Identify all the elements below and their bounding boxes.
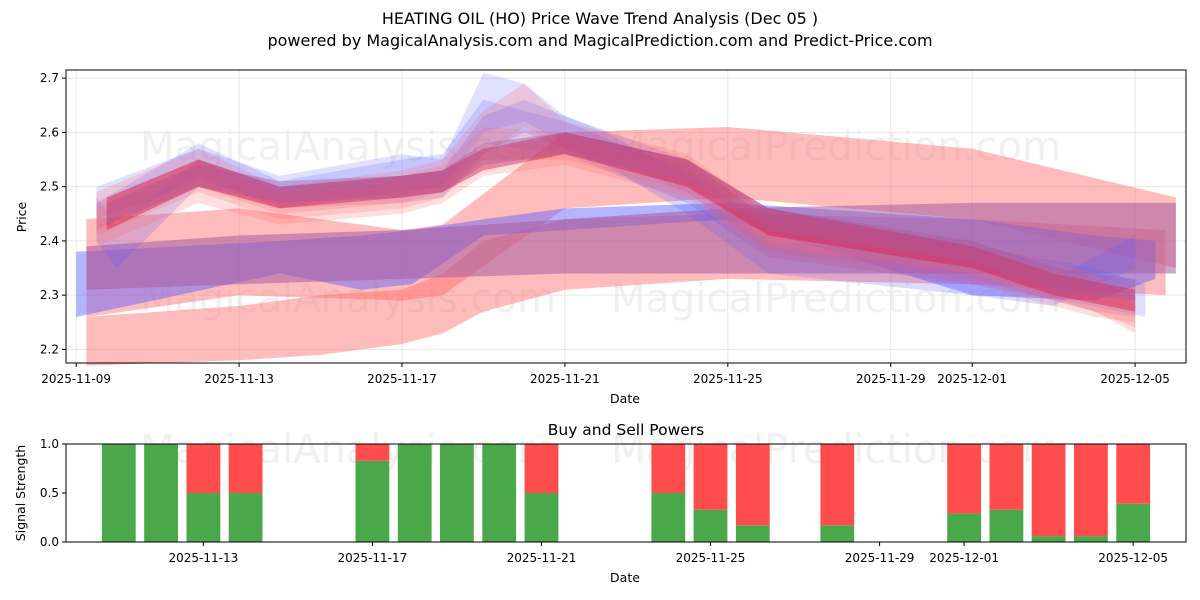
buy-power-bar: [228, 493, 263, 542]
buy-power-bar: [1074, 536, 1108, 542]
sell-power-bar: [186, 444, 221, 493]
power-x-tick-label: 2025-11-29: [845, 551, 915, 565]
sell-power-bar: [524, 444, 559, 493]
price-y-tick-label: 2.3: [40, 288, 59, 302]
chart-subtitle: powered by MagicalAnalysis.com and Magic…: [267, 31, 933, 50]
price-x-tick-label: 2025-11-17: [367, 372, 437, 386]
power-x-tick-label: 2025-12-05: [1098, 551, 1168, 565]
power-x-tick-label: 2025-11-13: [168, 551, 238, 565]
buy-power-bar: [651, 493, 686, 542]
price-band-wave-red-1: [96, 83, 1136, 328]
sell-power-bar: [693, 444, 728, 510]
buy-power-bar: [482, 444, 517, 542]
price-x-tick-label: 2025-11-13: [204, 372, 274, 386]
sell-power-bar: [989, 444, 1024, 510]
buy-power-bar: [524, 493, 559, 542]
price-band-wave-blue-2: [96, 99, 1136, 306]
buy-sell-power-chart: MagicalAnalysis.com MagicalPrediction.co…: [13, 421, 1187, 585]
power-y-tick-label: 0.5: [40, 486, 59, 500]
buy-power-bar: [101, 444, 136, 542]
price-y-tick-label: 2.7: [40, 71, 59, 85]
price-axis-ticks: 2.2 2.3 2.4 2.5 2.6 2.7 2025-11-09 2025-11-13 20…: [40, 71, 1170, 386]
buy-power-bar: [1031, 536, 1066, 542]
sell-power-bar: [1031, 444, 1066, 537]
price-y-tick-label: 2.5: [40, 180, 59, 194]
power-chart-title: Buy and Sell Powers: [548, 421, 705, 439]
sell-power-bar: [947, 444, 981, 514]
price-wave-chart: MagicalAnalysis.com MagicalPrediction.co…: [14, 69, 1187, 406]
price-band-wave-crimson: [106, 132, 1136, 312]
buy-power-bar: [144, 444, 178, 542]
buy-power-bar: [186, 493, 221, 542]
buy-power-bar: [693, 509, 728, 542]
price-y-tick-label: 2.4: [40, 234, 59, 248]
power-bars: [101, 444, 1151, 542]
sell-power-bar: [1116, 444, 1151, 504]
price-y-tick-label: 2.6: [40, 125, 59, 139]
sell-power-bar: [1074, 444, 1108, 537]
price-bands: [76, 72, 1176, 366]
price-x-tick-label: 2025-11-21: [530, 372, 600, 386]
power-y-tick-label: 0.0: [40, 535, 59, 549]
power-x-tick-label: 2025-12-01: [929, 551, 999, 565]
buy-power-bar: [1116, 503, 1151, 542]
watermark-prediction-bottom: MagicalPrediction.com: [611, 276, 1061, 322]
watermark-prediction-top: MagicalPrediction.com: [611, 124, 1061, 170]
price-band-wave-blue-3: [96, 99, 1146, 317]
buy-power-bar: [820, 525, 855, 542]
power-y-axis-label: Signal Strength: [13, 445, 28, 541]
price-x-tick-label: 2025-11-25: [693, 372, 763, 386]
price-x-tick-label: 2025-11-09: [41, 372, 111, 386]
watermark-analysis-top: MagicalAnalysis.com: [140, 124, 556, 170]
price-plot-frame: [65, 69, 1187, 364]
price-x-axis-label: Date: [610, 391, 640, 406]
price-band-wave-blue-1: [96, 72, 1136, 317]
price-y-tick-label: 2.2: [40, 342, 59, 356]
price-band-wave-red-2: [96, 127, 1136, 334]
sell-power-bar: [355, 444, 390, 461]
price-band-purple-flat: [86, 202, 1176, 290]
price-y-axis-label: Price: [14, 201, 29, 232]
buy-power-bar: [989, 509, 1024, 542]
price-band-wave-purple: [106, 132, 1136, 301]
buy-power-bar: [397, 444, 432, 542]
power-axis-ticks: 0.0 0.5 1.0 2025-11-13 2025-11-17 2025-11-21 2…: [40, 437, 1168, 565]
chart-title: HEATING OIL (HO) Price Wave Trend Analys…: [381, 9, 819, 28]
power-x-tick-label: 2025-11-17: [338, 551, 408, 565]
power-x-tick-label: 2025-11-21: [507, 551, 577, 565]
price-x-tick-label: 2025-12-01: [937, 372, 1007, 386]
power-x-tick-label: 2025-11-25: [676, 551, 746, 565]
buy-power-bar: [735, 525, 770, 542]
price-x-tick-label: 2025-11-29: [856, 372, 926, 386]
power-y-tick-label: 1.0: [40, 437, 59, 451]
sell-power-bar: [228, 444, 263, 493]
price-band-wave-red-3: [96, 137, 1136, 323]
buy-power-bar: [355, 460, 390, 542]
sell-power-bar: [651, 444, 686, 493]
sell-power-bar: [735, 444, 770, 526]
sell-power-bar: [820, 444, 855, 526]
price-x-tick-label: 2025-12-05: [1100, 372, 1170, 386]
buy-power-bar: [440, 444, 474, 542]
power-x-axis-label: Date: [610, 570, 640, 585]
buy-power-bar: [947, 513, 981, 542]
